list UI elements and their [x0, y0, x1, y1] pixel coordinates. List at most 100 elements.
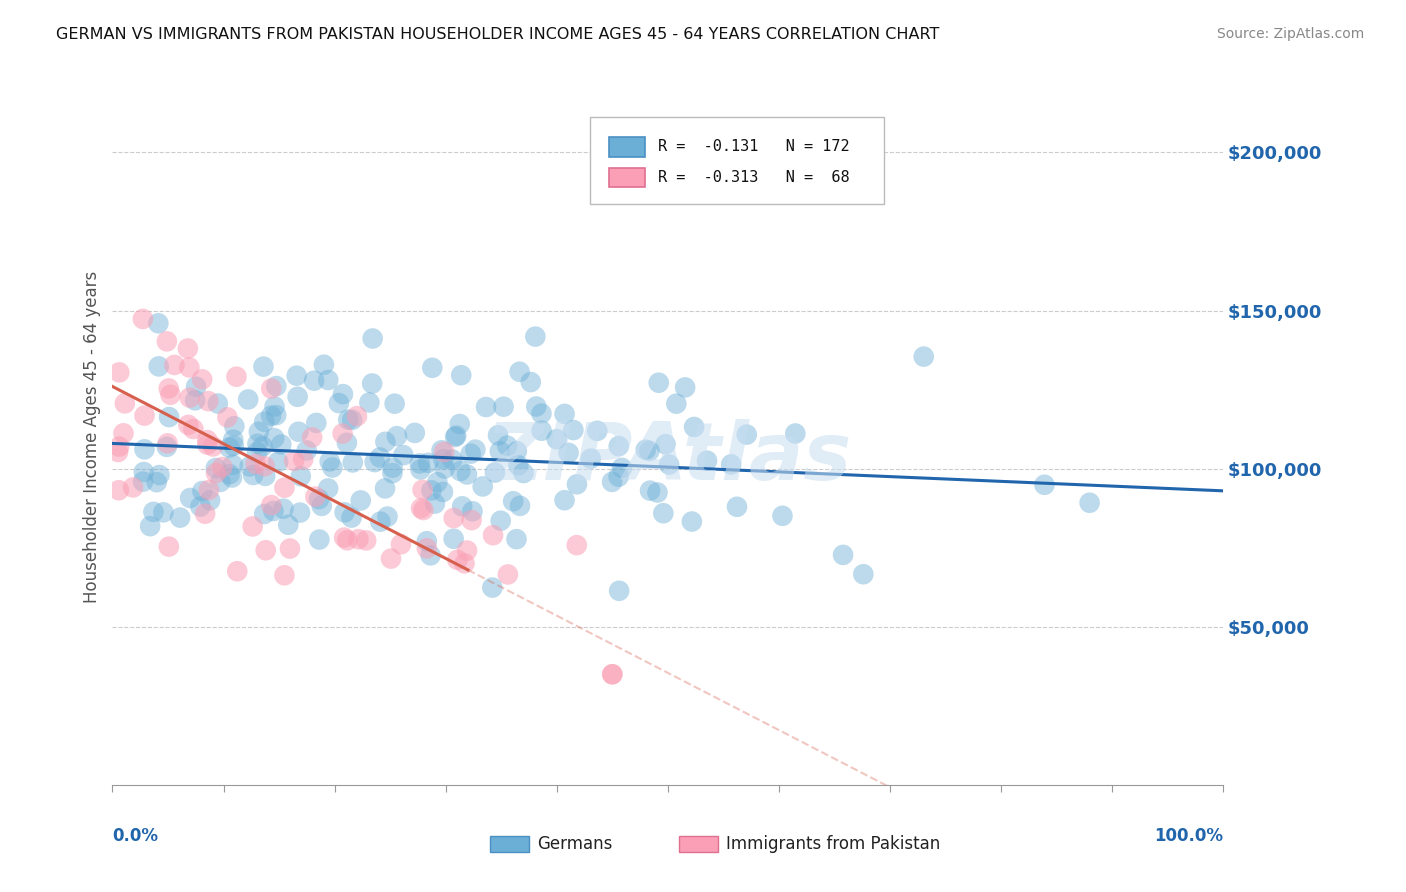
Point	[509, 499, 531, 513]
Point	[321, 460, 343, 475]
Point	[607, 439, 630, 453]
Point	[190, 500, 212, 514]
Point	[252, 359, 274, 374]
Point	[148, 359, 170, 374]
Point	[152, 505, 174, 519]
FancyBboxPatch shape	[591, 117, 884, 204]
Y-axis label: Householder Income Ages 45 - 64 years: Householder Income Ages 45 - 64 years	[83, 271, 101, 603]
Point	[489, 514, 512, 528]
Point	[449, 464, 471, 478]
Point	[492, 400, 515, 414]
Point	[524, 400, 547, 414]
Point	[273, 481, 295, 495]
Point	[108, 483, 131, 498]
Point	[443, 511, 465, 525]
Point	[122, 480, 145, 494]
Point	[772, 508, 794, 523]
Point	[546, 432, 568, 446]
Point	[157, 540, 180, 554]
Point	[337, 412, 360, 426]
Point	[602, 667, 624, 681]
Point	[295, 443, 318, 458]
Text: R =  -0.313   N =  68: R = -0.313 N = 68	[658, 170, 849, 185]
Point	[312, 358, 335, 372]
Point	[506, 444, 529, 458]
Point	[481, 581, 503, 595]
Point	[226, 564, 249, 578]
Point	[370, 515, 392, 529]
Point	[292, 452, 315, 467]
Point	[363, 455, 385, 469]
Point	[433, 445, 456, 459]
Point	[647, 485, 669, 500]
Point	[273, 568, 295, 582]
Point	[377, 509, 399, 524]
Point	[602, 667, 624, 681]
Point	[361, 376, 384, 391]
Point	[177, 417, 200, 432]
Point	[524, 329, 547, 343]
Point	[420, 360, 443, 375]
Text: ZIPAtlas: ZIPAtlas	[485, 419, 851, 497]
Point	[430, 443, 453, 458]
Point	[456, 543, 478, 558]
Point	[347, 532, 370, 546]
Point	[496, 439, 519, 453]
Point	[242, 468, 264, 483]
Point	[512, 466, 534, 480]
Point	[832, 548, 855, 562]
Point	[446, 428, 468, 442]
Point	[247, 425, 270, 439]
Point	[610, 461, 633, 475]
Point	[464, 442, 486, 457]
Point	[681, 515, 703, 529]
Point	[142, 505, 165, 519]
Point	[720, 458, 742, 472]
Point	[332, 387, 354, 401]
Point	[301, 430, 323, 444]
Point	[202, 440, 225, 454]
Point	[346, 409, 368, 424]
Point	[245, 457, 267, 471]
Point	[658, 458, 681, 472]
Point	[471, 479, 494, 493]
Point	[381, 460, 404, 475]
Point	[1033, 477, 1056, 491]
Point	[253, 459, 276, 474]
Point	[433, 461, 456, 475]
Point	[443, 532, 465, 546]
Point	[340, 413, 363, 427]
Point	[222, 433, 245, 447]
Point	[607, 469, 630, 483]
Point	[342, 455, 364, 469]
Point	[416, 534, 439, 549]
Point	[221, 470, 243, 484]
Point	[134, 409, 156, 423]
Point	[488, 444, 510, 458]
Point	[412, 503, 434, 517]
Text: Source: ZipAtlas.com: Source: ZipAtlas.com	[1216, 27, 1364, 41]
Point	[648, 376, 671, 390]
Point	[277, 517, 299, 532]
Point	[108, 440, 131, 454]
Point	[157, 381, 180, 395]
Point	[260, 409, 283, 423]
Point	[665, 397, 688, 411]
Point	[278, 541, 301, 556]
Point	[562, 423, 585, 437]
Point	[416, 456, 439, 470]
Point	[423, 497, 446, 511]
Point	[302, 374, 325, 388]
Point	[191, 483, 214, 498]
Point	[328, 396, 350, 410]
Point	[198, 483, 221, 497]
Point	[332, 426, 354, 441]
Point	[156, 334, 179, 349]
Text: GERMAN VS IMMIGRANTS FROM PAKISTAN HOUSEHOLDER INCOME AGES 45 - 64 YEARS CORRELA: GERMAN VS IMMIGRANTS FROM PAKISTAN HOUSE…	[56, 27, 939, 42]
Point	[195, 437, 218, 451]
Point	[638, 443, 661, 458]
Point	[449, 417, 471, 431]
Point	[359, 395, 381, 409]
Point	[912, 350, 935, 364]
Point	[475, 400, 498, 414]
